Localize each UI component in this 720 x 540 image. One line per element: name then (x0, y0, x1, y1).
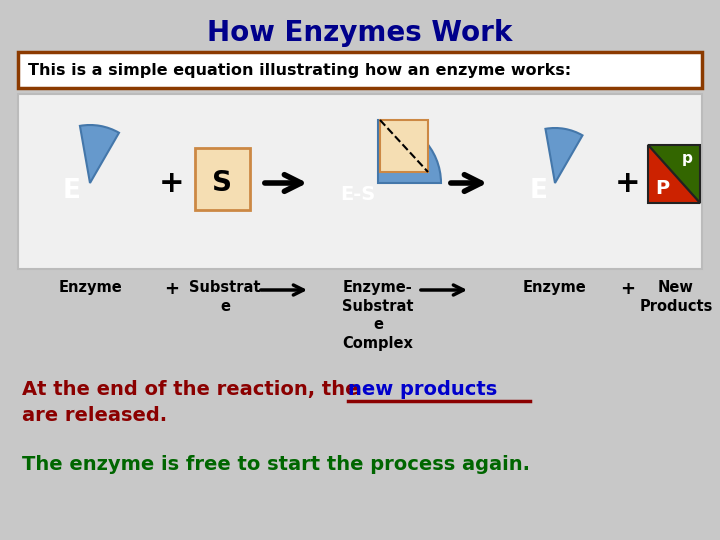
Text: S: S (212, 169, 233, 197)
Text: P: P (655, 179, 669, 199)
Text: +: + (159, 168, 185, 198)
Text: This is a simple equation illustrating how an enzyme works:: This is a simple equation illustrating h… (28, 63, 571, 78)
Text: p: p (682, 152, 693, 166)
FancyBboxPatch shape (18, 52, 702, 88)
Text: +: + (615, 168, 641, 198)
Text: E: E (63, 178, 81, 204)
Text: At the end of the reaction, the: At the end of the reaction, the (22, 380, 365, 399)
Text: The enzyme is free to start the process again.: The enzyme is free to start the process … (22, 455, 530, 474)
Bar (195, 148, 250, 210)
Text: Enzyme: Enzyme (58, 280, 122, 295)
Text: Enzyme-
Substrat
e
Complex: Enzyme- Substrat e Complex (342, 280, 414, 351)
Wedge shape (80, 125, 119, 183)
Text: E-S: E-S (341, 186, 376, 205)
Bar (380, 120, 428, 172)
Wedge shape (546, 128, 582, 183)
Text: Substrat
e: Substrat e (189, 280, 261, 314)
Wedge shape (378, 120, 441, 183)
Text: are released.: are released. (22, 406, 167, 425)
Polygon shape (648, 145, 700, 203)
Text: +: + (164, 280, 179, 298)
Text: How Enzymes Work: How Enzymes Work (207, 19, 513, 47)
Polygon shape (648, 145, 700, 203)
Text: Enzyme: Enzyme (523, 280, 587, 295)
Text: New
Products: New Products (639, 280, 713, 314)
Text: +: + (621, 280, 636, 298)
Text: new products: new products (348, 380, 498, 399)
Text: E: E (530, 178, 548, 204)
Bar (18, 94, 702, 269)
